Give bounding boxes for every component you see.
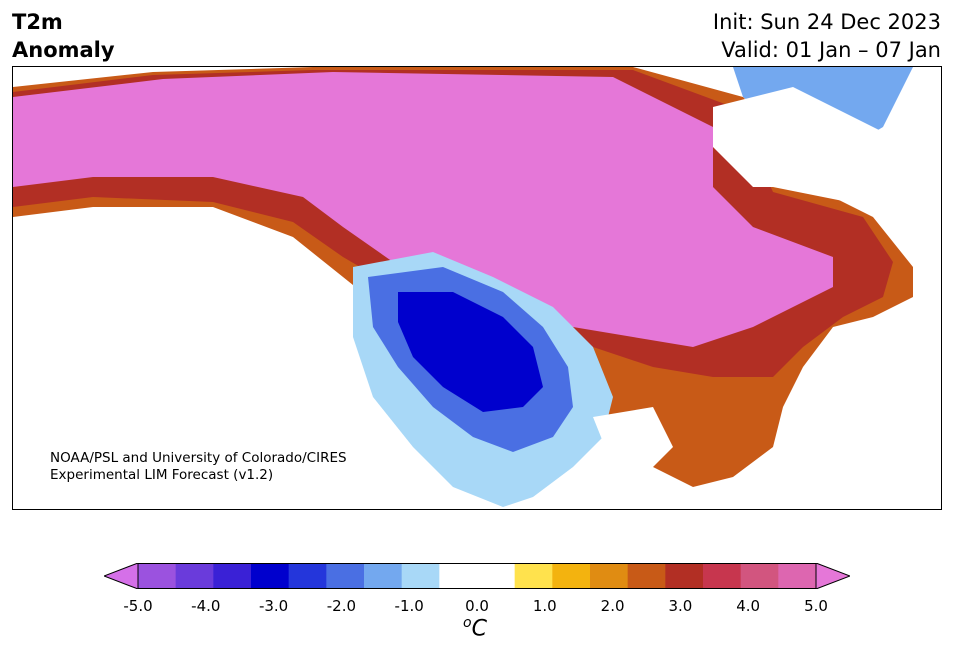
credit-line-1: NOAA/PSL and University of Colorado/CIRE…: [50, 450, 347, 466]
colorbar-segment: [439, 563, 478, 589]
colorbar-segment: [251, 563, 290, 589]
colorbar-max-extension: [815, 563, 850, 589]
units-superscript: o: [463, 615, 472, 631]
colorbar-tick-label: -5.0: [123, 597, 153, 615]
colorbar-segment: [288, 563, 327, 589]
colorbar-tick-label: -4.0: [191, 597, 221, 615]
greenland-land: [713, 87, 933, 267]
valid-date: Valid: 01 Jan – 07 Jan: [721, 38, 941, 62]
units-text: C: [471, 616, 487, 642]
colorbar-segment: [514, 563, 553, 589]
colorbar-tick-label: 0.0: [465, 597, 489, 615]
colorbar-segment: [326, 563, 365, 589]
colorbar-segment: [778, 563, 817, 589]
colorbar-tick-label: 1.0: [532, 597, 557, 615]
type-label: Anomaly: [12, 38, 115, 62]
gulf-white: [593, 407, 673, 487]
colorbar-tick-label: -2.0: [326, 597, 357, 615]
colorbar-segment: [175, 563, 214, 589]
credit-line-2: Experimental LIM Forecast (v1.2): [50, 467, 274, 483]
date-info: Init: Sun 24 Dec 2023 Valid: 01 Jan – 07…: [713, 8, 941, 64]
colorbar-segment: [477, 563, 516, 589]
colorbar-segment: [703, 563, 742, 589]
magenta-core: [13, 72, 833, 347]
colorbar-tick-label: -3.0: [258, 597, 289, 615]
colorbar: [104, 563, 850, 589]
colorbar-tick-label: -1.0: [394, 597, 424, 615]
units-label: oC: [463, 615, 487, 641]
colorbar-segment: [213, 563, 252, 589]
colorbar-tick-label: 2.0: [600, 597, 625, 615]
colorbar-segment: [552, 563, 591, 589]
colorbar-frame: [137, 563, 817, 589]
init-date: Init: Sun 24 Dec 2023: [712, 10, 941, 34]
cold-core: [398, 292, 543, 412]
colorbar-tick-label: 3.0: [668, 597, 693, 615]
anomaly-map: NOAA/PSL and University of Colorado/CIRE…: [12, 66, 942, 510]
colorbar-segment: [364, 563, 403, 589]
colorbar-segment: [665, 563, 704, 589]
credit-text: NOAA/PSL and University of Colorado/CIRE…: [50, 450, 347, 484]
variable-label: T2m: [12, 10, 63, 34]
colorbar-min-extension: [104, 563, 139, 589]
map-canvas: [13, 67, 933, 507]
colorbar-tick-label: 4.0: [736, 597, 761, 615]
colorbar-segment: [401, 563, 440, 589]
colorbar-tick-label: 5.0: [804, 597, 828, 615]
colorbar-segment: [590, 563, 629, 589]
colorbar-segment: [627, 563, 666, 589]
colorbar-segment: [138, 563, 177, 589]
map-title: T2m Anomaly: [12, 8, 115, 64]
colorbar-segment: [740, 563, 779, 589]
